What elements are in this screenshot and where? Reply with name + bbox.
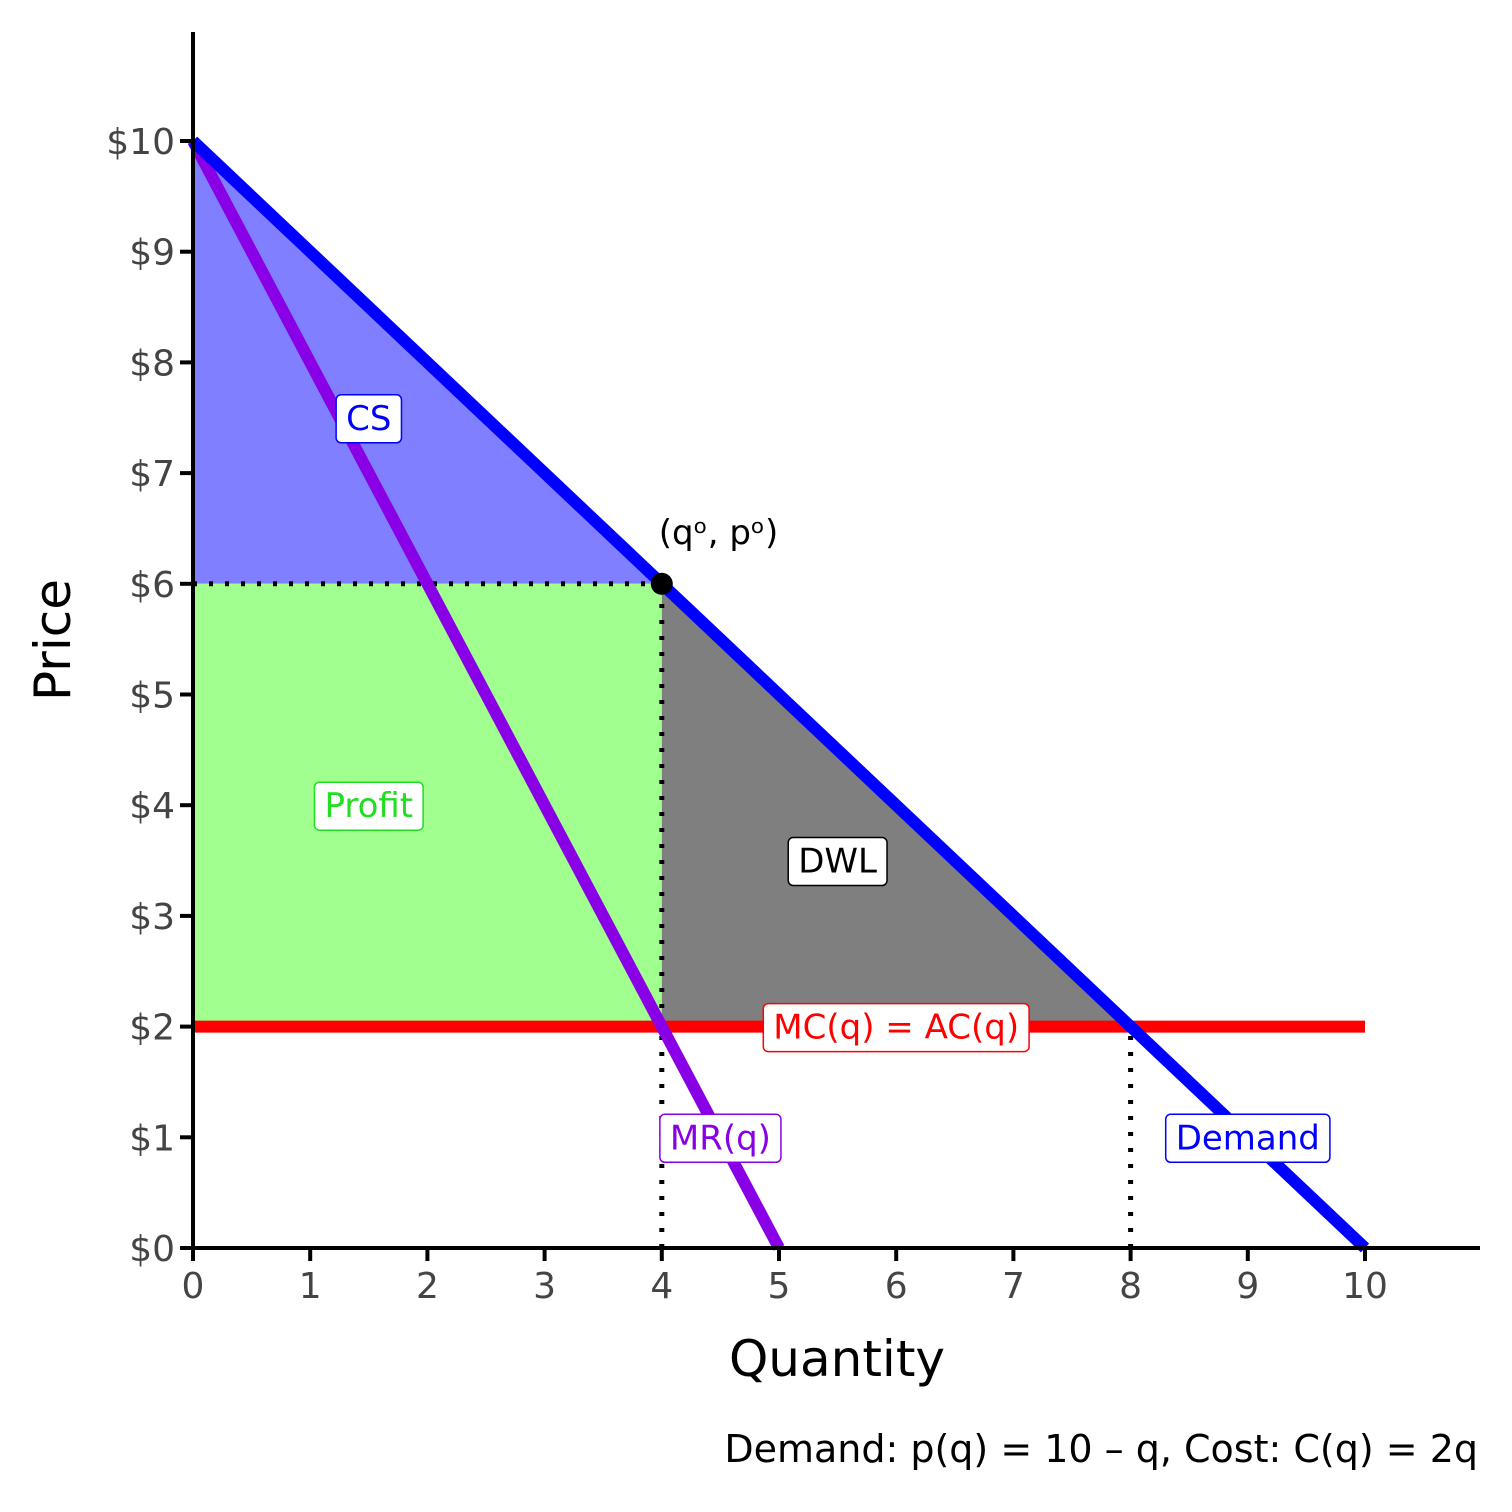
curve-label-mr-q: MR(q) [659, 1113, 782, 1164]
x-tick-label: 7 [1002, 1266, 1025, 1307]
y-tick-label: $4 [129, 786, 175, 827]
curve-demand [188, 136, 1370, 1253]
curve-label-mr-q-box [659, 1113, 782, 1164]
equilibrium-point [650, 572, 673, 595]
x-tick-label: 3 [533, 1266, 556, 1307]
y-tick-label: $5 [129, 676, 175, 717]
axes: 0 1 2 3 4 5 6 7 8 9 10 $0 $1 $2 $3 $4 $5 $6 $7 $8 $9 $10 [106, 32, 1480, 1307]
y-tick-label: $8 [129, 343, 175, 384]
curve-labels: CS Profit DWL Demand MR(q) MC(q) = AC(q) [313, 394, 1331, 1164]
x-tick-label: 10 [1342, 1266, 1388, 1307]
x-tick-label: 6 [885, 1266, 908, 1307]
x-tick-label: 1 [299, 1266, 322, 1307]
area-label-cs: CS [335, 394, 403, 444]
y-tick-label: $6 [129, 565, 175, 606]
x-axis-title: Quantity [729, 1330, 945, 1388]
area-profit [193, 583, 662, 1027]
curve-mr-q [187, 138, 785, 1251]
y-tick-label: $9 [129, 233, 175, 274]
x-tick-label: 0 [182, 1266, 205, 1307]
y-tick-label: $0 [129, 1229, 175, 1270]
equilibrium-point-label: (qᵒ, pᵒ) [659, 513, 778, 553]
curve-label-demand-box [1164, 1113, 1331, 1164]
area-label-cs-box [335, 394, 403, 444]
curve-label-mc-q-ac-q-box [762, 1002, 1030, 1053]
x-tick-label: 8 [1119, 1266, 1142, 1307]
y-tick-label: $2 [129, 1008, 175, 1049]
curve-label-mc-q-ac-q-text: MC(q) = AC(q) [773, 1008, 1019, 1048]
y-tick-label: $7 [129, 454, 175, 495]
area-label-dwl-box [787, 836, 888, 887]
area-label-profit-box [313, 781, 424, 831]
y-tick-label: $10 [106, 122, 175, 163]
x-tick-label: 9 [1236, 1266, 1259, 1307]
area-label-profit: Profit [313, 781, 424, 831]
x-tick-label: 4 [650, 1266, 673, 1307]
chart-caption: Demand: p(q) = 10 – q, Cost: C(q) = 2q [724, 1427, 1478, 1471]
area-label-dwl-text: DWL [798, 842, 877, 882]
curve-label-mr-q-text: MR(q) [670, 1118, 771, 1158]
curve-label-demand: Demand [1164, 1113, 1331, 1164]
y-axis-title: Price [24, 579, 82, 701]
area-label-profit-text: Profit [324, 786, 413, 826]
area-label-cs-text: CS [346, 399, 391, 439]
curve-label-demand-text: Demand [1176, 1118, 1320, 1158]
area-label-dwl: DWL [787, 836, 888, 887]
curve-label-mc-q-ac-q: MC(q) = AC(q) [762, 1002, 1030, 1053]
y-tick-label: $1 [129, 1118, 175, 1159]
equilibrium-point-group: (qᵒ, pᵒ) [650, 513, 778, 595]
x-tick-label: 2 [416, 1266, 439, 1307]
y-tick-label: $3 [129, 897, 175, 938]
x-tick-label: 5 [768, 1266, 791, 1307]
